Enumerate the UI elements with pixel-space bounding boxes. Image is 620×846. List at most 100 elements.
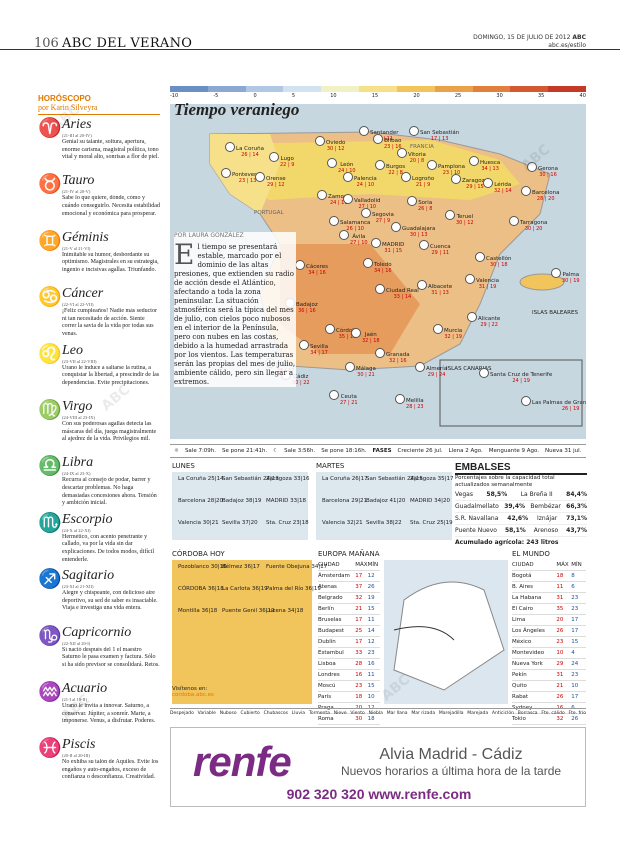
table-col-header: MÍN: [571, 562, 582, 568]
sign-text: No exhiba su talón de Aquiles. Evite los…: [62, 759, 159, 781]
mini-city: MADRID 33|18: [266, 498, 307, 504]
embalse-row: S.R. Navallana 42,6% Iznájar 73,1%: [455, 513, 587, 525]
scale-label: 5: [291, 93, 296, 99]
city-label: La Coruña 26 | 14: [236, 146, 264, 158]
table-cell: 10: [556, 650, 564, 656]
section-title: ABC DEL VERANO: [62, 36, 193, 51]
embalse-row: Vegas 58,5% La Breña II 84,4%: [455, 489, 587, 501]
table-cell: 11: [556, 584, 564, 590]
sun-icon: [371, 238, 381, 248]
embalse-cell: Puente Nuevo: [455, 527, 497, 534]
sign-symbol-icon: ♎: [38, 456, 62, 478]
legend-item: Fte. frío: [568, 711, 586, 716]
table-cell: 17: [571, 617, 579, 623]
table-cell: Nueva York: [512, 661, 543, 667]
cordoba-title: CÓRDOBA HOY: [172, 550, 225, 558]
table-row: Budapest 25 14: [318, 626, 380, 637]
table-col-header: CIUDAD: [318, 562, 340, 568]
city-label: Tarragona 30 | 20: [520, 220, 547, 232]
city-temp: 32 | 16: [389, 358, 407, 364]
sign-dates: (22-VI al 22-VII): [62, 302, 94, 308]
table-cell: 4: [571, 650, 575, 656]
renfe-ad[interactable]: renfe Alvia Madrid - Cádiz Nuevos horari…: [170, 727, 586, 807]
visit-label: Visítenos en:: [172, 686, 208, 692]
horoscope-title: HORÓSCOPO: [38, 94, 91, 103]
city-temp: 33 | 14: [393, 294, 412, 300]
table-cell: 15: [367, 683, 375, 689]
table-cell: 26: [556, 694, 564, 700]
city-name: Ponteverda: [232, 172, 264, 178]
sign-text: Inimitable su humor, desbordante su opti…: [62, 251, 159, 273]
embalse-cell: 58,5%: [486, 491, 508, 498]
table-col-header: MÁX: [556, 562, 569, 568]
table-cell: Londres: [318, 672, 340, 678]
sun-icon: [375, 284, 385, 294]
sign-symbol-icon: ♉: [38, 174, 62, 196]
scale-labels: -10 -5 0 5 10 15 20 25 30 35 40: [170, 93, 586, 99]
scale-label: 25: [454, 93, 462, 99]
sign-dates: (21-I al 19-II): [62, 696, 87, 702]
city-label: Murcia 32 | 19: [444, 328, 462, 340]
label-canarias: ISLAS CANARIAS: [446, 366, 492, 372]
table-cell: 31: [556, 595, 564, 601]
table-header: CIUDAD MÁX MÍN: [512, 560, 586, 571]
table-cell: 17: [355, 617, 363, 623]
city-name: Zaragoza: [462, 178, 488, 184]
table-row: Quito 21 10: [512, 681, 586, 692]
legend-item: Marejada: [467, 711, 489, 716]
embalse-cell: 66,3%: [566, 503, 587, 510]
sun-icon: [329, 390, 339, 400]
sun-icon: [325, 324, 335, 334]
city-temp: 31 | 13: [431, 290, 449, 296]
city-temp: 27 | 10: [350, 240, 368, 246]
cordoba-visit: Visítenos en: cordoba.abc.es: [172, 686, 214, 698]
city-name: Badajoz: [296, 302, 318, 308]
city-temp: 30 | 19: [562, 278, 580, 284]
intro-text: l tiempo se presentará estable, marcado …: [174, 243, 296, 386]
embalse-cell: Bembézar: [530, 503, 561, 510]
city-temp: 17 | 13: [430, 136, 449, 142]
cordoba-url[interactable]: cordoba.abc.es: [172, 692, 214, 698]
sign-symbol-icon: ♐: [38, 569, 62, 591]
legend-item: Borrasca: [517, 711, 538, 716]
city-label: Ponteverda 23 | 13: [232, 172, 263, 184]
city-name: Lugo: [280, 156, 294, 162]
city-temp: 34 | 16: [374, 268, 392, 274]
city-name: Ciudad Real: [386, 288, 419, 294]
embalse-cell: La Breña II: [520, 491, 553, 498]
table-row: Moscú 23 15: [318, 681, 380, 692]
mini-city: Valencia 32|21: [322, 520, 363, 526]
city-temp: 30 | 22: [292, 380, 310, 386]
horoscope-column: HORÓSCOPO por Karin Silveyra ♈ Aries (21-I…: [38, 94, 160, 806]
city-name: Sevilla: [310, 344, 329, 350]
city-name: Gerona: [538, 166, 559, 172]
table-row: Montevideo 10 4: [512, 648, 586, 659]
table-cell: Tokio: [512, 716, 526, 722]
sign-tauro: ♉ Tauro (21-IV al 20-V) Sabe lo que quiere,…: [38, 173, 160, 229]
city-temp: 23 | 10: [442, 170, 461, 176]
map-shapes: [209, 131, 583, 427]
city-name: León: [340, 162, 354, 168]
sign-name: Capricornio: [62, 624, 132, 640]
city-label: Oviedo 30 | 12: [326, 140, 345, 152]
sign-dates: (21-III al 20-IV): [62, 133, 92, 138]
city-label: Badajoz 36 | 16: [296, 302, 318, 314]
city-temp: 23 | 16: [384, 144, 402, 150]
city-temp: 28 | 23: [406, 404, 424, 410]
phase-llena: Llena 2 Ago.: [448, 448, 483, 454]
sun-icon: [551, 268, 561, 278]
sun-icon: [269, 152, 279, 162]
city-label: Santander 28 | 11: [370, 130, 399, 142]
city-label: Ceuta 27 | 21: [340, 394, 358, 406]
embalses-title: EMBALSES: [455, 462, 587, 475]
scale-label: 15: [371, 93, 379, 99]
sun-rise: Sale 7:09h.: [184, 448, 217, 454]
embalse-cell: 39,4%: [504, 503, 526, 510]
table-row: Berlín 21 15: [318, 604, 380, 615]
legend-item: Mar rizada: [411, 711, 436, 716]
sign-symbol-icon: ♑: [38, 625, 62, 647]
city-name: Vitoria: [408, 152, 426, 158]
mini-city: Badajoz 38|19: [222, 498, 262, 504]
legend-item: Chubascos: [263, 711, 288, 716]
sun-icon: [327, 158, 337, 168]
